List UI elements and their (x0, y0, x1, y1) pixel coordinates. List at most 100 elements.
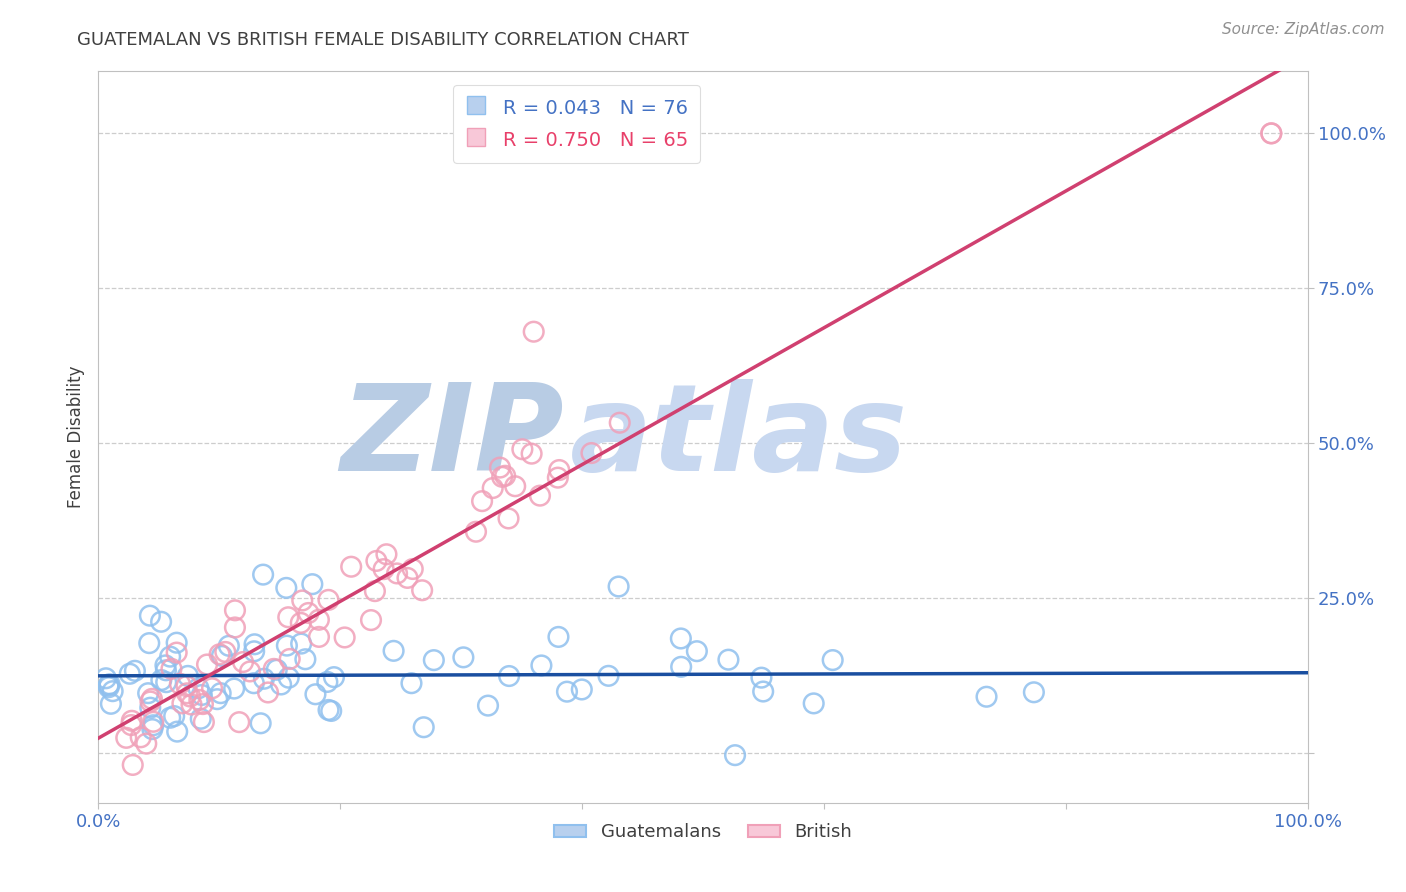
Point (98, 677, 121, 691)
Point (669, 660, 692, 674)
Point (290, 615, 312, 630)
Point (512, 442, 534, 457)
Point (169, 677, 191, 691)
Point (121, 714, 143, 728)
Point (193, 715, 215, 730)
Point (494, 468, 516, 483)
Point (166, 636, 188, 650)
Point (142, 718, 165, 732)
Point (224, 681, 246, 696)
Point (257, 685, 280, 699)
Point (290, 637, 312, 651)
Point (598, 669, 620, 683)
Point (160, 662, 183, 676)
Point (249, 716, 271, 731)
Point (191, 697, 214, 711)
Point (308, 630, 330, 644)
Point (201, 681, 224, 696)
Point (190, 712, 212, 726)
Point (266, 663, 288, 677)
Point (375, 547, 398, 561)
Point (609, 416, 631, 430)
Point (752, 684, 775, 698)
Point (232, 655, 254, 669)
Point (120, 718, 142, 732)
Point (581, 446, 603, 460)
Point (291, 593, 314, 607)
Point (136, 686, 159, 700)
Point (141, 722, 163, 736)
Point (243, 637, 266, 651)
Point (503, 479, 526, 493)
Text: ZIP: ZIP (340, 378, 564, 496)
Point (243, 644, 266, 658)
Point (270, 677, 292, 691)
Point (139, 694, 162, 708)
Point (821, 653, 844, 667)
Point (278, 652, 301, 666)
Point (1022, 685, 1045, 699)
Point (253, 672, 276, 686)
Point (316, 675, 339, 690)
Point (155, 663, 177, 677)
Point (187, 681, 209, 696)
Point (195, 657, 218, 672)
Point (491, 470, 513, 484)
Point (803, 697, 825, 711)
Point (498, 669, 520, 683)
Point (529, 489, 551, 503)
Point (411, 583, 433, 598)
Point (214, 645, 236, 659)
Point (138, 636, 160, 650)
Point (172, 696, 194, 710)
Point (166, 724, 188, 739)
Point (465, 524, 488, 539)
Point (176, 679, 198, 693)
Point (243, 676, 266, 690)
Point (129, 731, 152, 745)
Point (124, 664, 146, 678)
Point (218, 639, 240, 653)
Point (180, 698, 202, 712)
Point (163, 709, 186, 723)
Point (555, 684, 578, 698)
Point (224, 603, 246, 617)
Point (228, 715, 250, 730)
Point (276, 581, 298, 595)
Text: Source: ZipAtlas.com: Source: ZipAtlas.com (1222, 22, 1385, 37)
Point (323, 670, 346, 684)
Point (547, 470, 569, 484)
Point (177, 669, 200, 683)
Point (520, 447, 543, 461)
Point (205, 692, 228, 706)
Point (373, 562, 395, 576)
Point (139, 608, 162, 623)
Point (523, 325, 546, 339)
Point (150, 673, 173, 687)
Point (239, 665, 262, 679)
Point (751, 671, 773, 685)
Point (100, 697, 122, 711)
Point (224, 620, 246, 634)
Point (976, 690, 998, 704)
Text: atlas: atlas (569, 378, 908, 496)
Point (548, 463, 571, 477)
Point (97, 678, 120, 692)
Point (396, 571, 419, 585)
Point (318, 703, 340, 717)
Point (159, 711, 181, 725)
Point (401, 676, 423, 690)
Point (366, 554, 388, 568)
Point (176, 686, 198, 700)
Point (481, 481, 503, 495)
Point (118, 666, 141, 681)
Point (333, 631, 356, 645)
Point (321, 704, 343, 718)
Point (669, 632, 692, 646)
Point (385, 566, 408, 581)
Point (94, 671, 117, 685)
Point (101, 684, 124, 698)
Point (179, 690, 201, 704)
Point (340, 559, 363, 574)
Point (423, 653, 446, 667)
